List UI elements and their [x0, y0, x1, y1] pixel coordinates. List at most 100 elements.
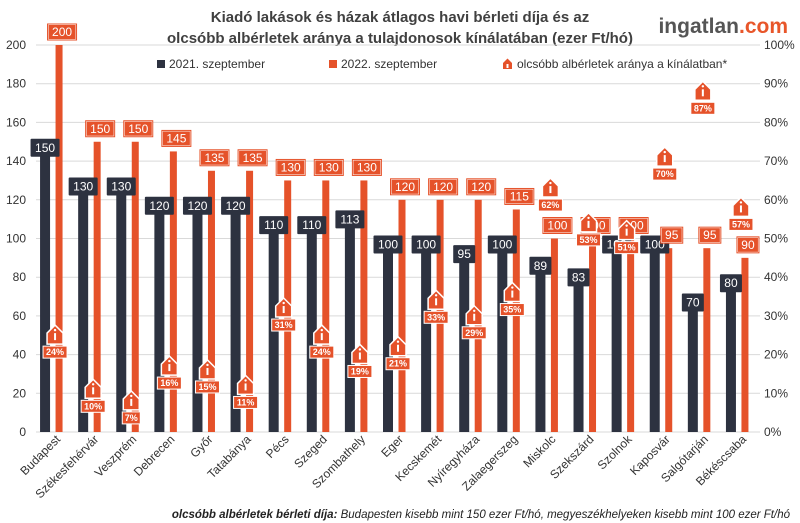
value-label-2022-text: 120 [395, 180, 415, 194]
bar-2022 [169, 151, 177, 433]
value-label-2021: 120 [221, 196, 251, 215]
bar-2022 [93, 141, 101, 432]
value-label-2021: 100 [373, 235, 403, 254]
bar-2022 [246, 170, 254, 432]
y-tick-label: 200 [6, 38, 26, 52]
bar-2022 [512, 209, 520, 432]
share-label: 31% [275, 320, 293, 330]
share-markers: 24% 10% 7% 16% 15% 11% 31% 24% 19% 21% 33% 29% 35% 62… [42, 80, 754, 425]
value-label-2021-text: 80 [724, 276, 738, 290]
bar-2022 [131, 141, 139, 432]
share-label: 10% [84, 401, 102, 411]
value-label-2021-text: 110 [302, 218, 321, 232]
value-label-2021-text: 83 [572, 270, 586, 284]
y-tick-label: 0 [19, 425, 26, 439]
value-label-2022-text: 120 [471, 180, 491, 194]
value-label-2021: 83 [567, 268, 590, 287]
share-label: 21% [389, 359, 407, 369]
category-label: Miskolc [520, 432, 558, 470]
value-label-2021-text: 95 [458, 247, 472, 261]
value-label-2021-text: 130 [73, 179, 93, 193]
logo-part-2: .com [739, 15, 788, 38]
value-label-2021-text: 89 [534, 259, 548, 273]
bar-2021 [573, 271, 584, 432]
value-label-2021: 150 [30, 138, 60, 157]
y2-tick-label: 80% [764, 115, 788, 129]
value-label-2022: 120 [390, 178, 420, 196]
footnote-text: Budapesten kisebb mint 150 ezer Ft/hó, m… [337, 509, 790, 521]
value-label-2021: 130 [68, 177, 98, 196]
bar-2022 [589, 238, 597, 432]
bar-2021 [344, 213, 355, 432]
y2-tick-label: 30% [764, 309, 788, 323]
share-label: 24% [313, 347, 331, 357]
bar-2021 [383, 238, 393, 432]
value-label-2021: 70 [681, 293, 704, 312]
value-label-2021-text: 100 [416, 238, 436, 252]
share-label: 24% [46, 347, 64, 357]
y-tick-label: 60 [13, 309, 27, 323]
share-label: 16% [160, 378, 178, 388]
value-label-2022-text: 200 [52, 25, 72, 39]
value-label-2022: 130 [313, 158, 344, 176]
value-label-2022: 135 [199, 149, 230, 167]
y-tick-label: 180 [6, 77, 26, 91]
bar-2022 [627, 238, 635, 432]
value-label-2022: 145 [161, 129, 192, 147]
value-label-2022: 95 [698, 226, 722, 244]
y-axis-right: 0% 10% 20% 30% 40% 50% 60% 70% 80% 90% 100% [764, 38, 795, 439]
y2-tick-label: 60% [764, 193, 788, 207]
value-label-2022: 130 [351, 158, 382, 176]
value-label-2021-text: 110 [264, 218, 283, 232]
share-marker: 24% [42, 324, 68, 359]
share-label: 15% [198, 382, 216, 392]
value-label-2022-text: 90 [741, 238, 755, 252]
value-label-2021-text: 70 [686, 296, 700, 310]
y2-tick-label: 20% [764, 348, 788, 362]
share-marker: 10% [80, 378, 106, 413]
y-axis-left: 0 20 40 60 80 100 120 140 160 180 200 [6, 38, 26, 439]
y2-tick-label: 70% [764, 154, 788, 168]
category-label: Eger [378, 432, 406, 460]
value-label-2021-text: 120 [187, 199, 207, 213]
bar-2021 [154, 199, 165, 432]
bar-2022 [665, 248, 673, 432]
footnote-bold: olcsóbb albérletek bérleti díja: [172, 509, 338, 521]
bar-2021 [421, 238, 432, 432]
bar-2022 [741, 257, 749, 432]
share-marker: 11% [233, 374, 259, 409]
y2-tick-label: 90% [764, 77, 788, 91]
legend-label-2022: 2022. szeptember [341, 57, 437, 71]
share-marker: 15% [194, 358, 220, 394]
bar-2021 [192, 199, 203, 432]
share-label: 87% [694, 103, 712, 113]
bar-2021 [78, 180, 89, 432]
bar-2021 [649, 238, 660, 432]
value-label-2022: 95 [660, 226, 684, 244]
category-label: Pécs [263, 432, 292, 461]
value-label-2021: 110 [297, 216, 327, 235]
share-marker: 33% [423, 289, 449, 324]
y-tick-label: 40 [13, 348, 27, 362]
value-label-2021-text: 120 [149, 199, 169, 213]
category-label: Győr [187, 432, 215, 460]
legend: 2021. szeptember 2022. szeptember olcsób… [157, 57, 727, 71]
bar-2022 [703, 248, 711, 432]
share-marker: 31% [271, 296, 297, 332]
bar-2022 [322, 180, 330, 432]
value-label-2022: 135 [237, 149, 268, 167]
footnote: olcsóbb albérletek bérleti díja: Budapes… [172, 509, 791, 521]
share-marker: 35% [499, 281, 525, 317]
share-marker: 16% [156, 355, 182, 390]
share-label: 33% [427, 312, 445, 322]
logo-part-1: ingatlan [658, 15, 739, 38]
legend-swatch-2021 [157, 60, 165, 68]
share-label: 35% [503, 305, 521, 315]
y2-tick-label: 0% [764, 425, 782, 439]
category-label: Debrecen [131, 432, 178, 479]
value-label-2021-text: 100 [378, 238, 398, 252]
value-label-2022: 150 [85, 120, 116, 138]
value-label-2021: 89 [529, 256, 552, 275]
bar-2022 [55, 45, 63, 432]
